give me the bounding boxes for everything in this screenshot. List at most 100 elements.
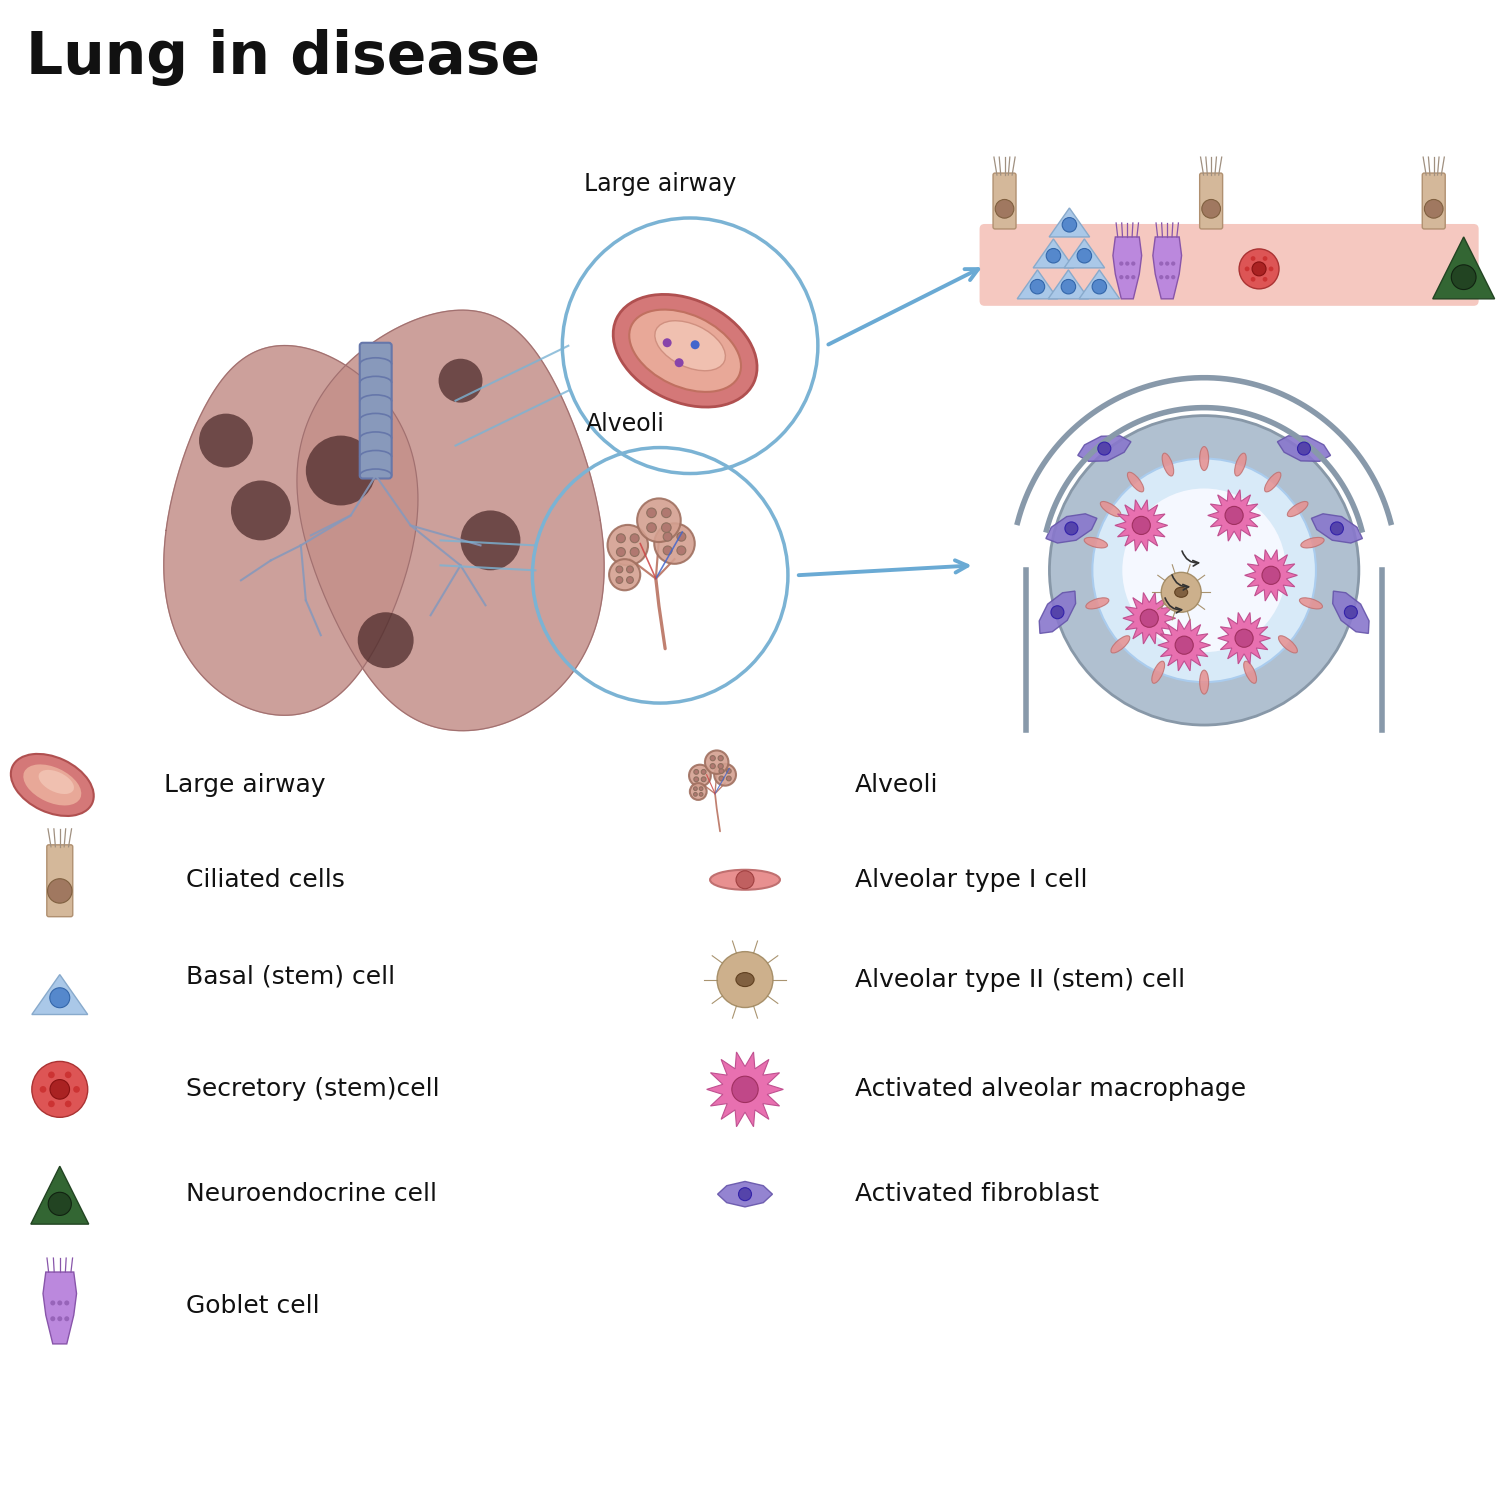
Circle shape — [64, 1300, 69, 1305]
Circle shape — [39, 1086, 46, 1092]
Text: Ciliated cells: Ciliated cells — [186, 868, 345, 892]
Ellipse shape — [628, 309, 741, 392]
Text: Neuroendocrine cell: Neuroendocrine cell — [186, 1182, 436, 1206]
Circle shape — [1239, 249, 1280, 290]
Circle shape — [630, 548, 639, 556]
Circle shape — [726, 776, 730, 782]
FancyBboxPatch shape — [980, 224, 1479, 306]
Circle shape — [699, 792, 703, 796]
Text: Activated fibroblast: Activated fibroblast — [855, 1182, 1100, 1206]
Circle shape — [1122, 489, 1286, 652]
Circle shape — [1234, 628, 1252, 648]
Polygon shape — [1046, 514, 1096, 543]
Polygon shape — [297, 310, 604, 730]
Polygon shape — [1048, 209, 1089, 237]
Polygon shape — [1048, 270, 1089, 298]
Circle shape — [48, 879, 72, 903]
Circle shape — [57, 1300, 63, 1305]
Circle shape — [690, 783, 706, 800]
Circle shape — [1425, 200, 1443, 217]
Circle shape — [64, 1071, 72, 1078]
Circle shape — [717, 951, 772, 1008]
Circle shape — [700, 770, 706, 774]
Polygon shape — [706, 1052, 783, 1126]
Ellipse shape — [614, 294, 758, 406]
Ellipse shape — [10, 754, 94, 816]
Text: Alveoli: Alveoli — [586, 411, 664, 435]
Polygon shape — [1064, 238, 1104, 268]
Circle shape — [1452, 266, 1476, 290]
Circle shape — [1330, 522, 1344, 536]
Circle shape — [1052, 606, 1064, 618]
Circle shape — [1298, 442, 1311, 454]
Polygon shape — [1158, 620, 1210, 670]
Circle shape — [1125, 261, 1130, 266]
Circle shape — [1172, 274, 1176, 279]
Circle shape — [1202, 200, 1221, 217]
Circle shape — [1132, 516, 1150, 534]
Circle shape — [627, 576, 633, 584]
Circle shape — [1251, 256, 1256, 261]
Circle shape — [710, 756, 716, 760]
Ellipse shape — [1278, 636, 1298, 652]
Circle shape — [306, 435, 375, 506]
Circle shape — [50, 988, 70, 1008]
Circle shape — [700, 777, 706, 782]
FancyBboxPatch shape — [46, 844, 74, 916]
Polygon shape — [32, 975, 87, 1014]
Text: Activated alveolar macrophage: Activated alveolar macrophage — [855, 1077, 1246, 1101]
Polygon shape — [1124, 592, 1176, 644]
Circle shape — [627, 566, 633, 573]
Circle shape — [1065, 522, 1078, 536]
Circle shape — [64, 1316, 69, 1322]
Circle shape — [710, 764, 716, 768]
Circle shape — [50, 1080, 69, 1100]
Circle shape — [1166, 274, 1170, 279]
Polygon shape — [1278, 436, 1330, 462]
Text: Alveolar type II (stem) cell: Alveolar type II (stem) cell — [855, 968, 1185, 992]
Circle shape — [1119, 274, 1124, 279]
Circle shape — [654, 524, 694, 564]
Circle shape — [693, 792, 698, 796]
Circle shape — [690, 340, 699, 350]
Circle shape — [1098, 442, 1112, 454]
Polygon shape — [1078, 436, 1131, 462]
Circle shape — [705, 750, 729, 774]
Circle shape — [1226, 507, 1244, 525]
Circle shape — [1077, 249, 1092, 262]
Circle shape — [438, 358, 483, 402]
FancyBboxPatch shape — [1422, 172, 1444, 230]
Ellipse shape — [656, 321, 726, 370]
Text: Secretory (stem)cell: Secretory (stem)cell — [186, 1077, 440, 1101]
Ellipse shape — [1174, 588, 1188, 597]
Circle shape — [460, 510, 520, 570]
Polygon shape — [44, 1272, 76, 1344]
Circle shape — [1030, 279, 1044, 294]
Polygon shape — [717, 1182, 772, 1208]
Circle shape — [1251, 278, 1256, 282]
Circle shape — [693, 788, 698, 790]
Circle shape — [638, 498, 681, 542]
FancyBboxPatch shape — [1200, 172, 1222, 230]
Circle shape — [1092, 279, 1107, 294]
Ellipse shape — [1300, 537, 1324, 548]
Polygon shape — [1114, 500, 1167, 550]
Circle shape — [357, 612, 414, 668]
Polygon shape — [1040, 591, 1076, 633]
Circle shape — [694, 777, 699, 782]
Circle shape — [1140, 609, 1158, 627]
Circle shape — [1166, 261, 1170, 266]
Polygon shape — [1034, 238, 1074, 268]
Polygon shape — [1311, 514, 1362, 543]
Circle shape — [1160, 274, 1164, 279]
Circle shape — [1119, 261, 1124, 266]
Circle shape — [694, 770, 699, 774]
Circle shape — [1131, 261, 1136, 266]
Text: Alveoli: Alveoli — [855, 772, 939, 796]
Circle shape — [662, 524, 670, 532]
Text: Alveolar type I cell: Alveolar type I cell — [855, 868, 1088, 892]
Circle shape — [1174, 636, 1194, 654]
Ellipse shape — [1152, 662, 1164, 684]
Circle shape — [663, 339, 672, 346]
Ellipse shape — [1244, 662, 1257, 684]
